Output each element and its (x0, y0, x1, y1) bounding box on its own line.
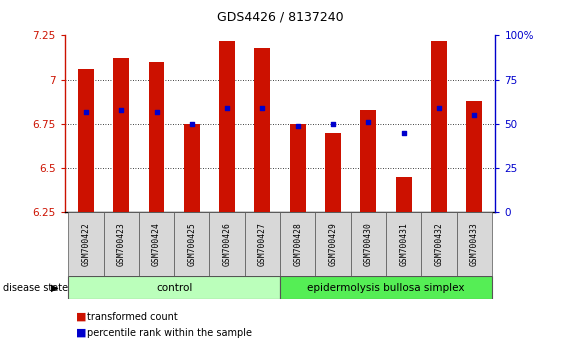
Bar (174, 212, 209, 276)
Bar (386, 212, 421, 276)
Point (329, 121, 338, 127)
Text: ■: ■ (76, 312, 87, 322)
Bar (184, 124, 200, 212)
Bar (421, 212, 457, 276)
Bar (457, 212, 492, 276)
Text: GSM700424: GSM700424 (152, 222, 161, 266)
Text: disease state: disease state (3, 282, 68, 293)
Text: GSM700422: GSM700422 (82, 222, 91, 266)
Point (152, 109, 161, 114)
Bar (78, 69, 94, 212)
Bar (254, 48, 270, 212)
Bar (431, 41, 447, 212)
Text: GSM700428: GSM700428 (293, 222, 302, 266)
Point (82, 109, 91, 114)
Bar (68, 276, 280, 299)
Bar (360, 110, 376, 212)
Point (399, 130, 408, 136)
Bar (315, 212, 351, 276)
Text: control: control (156, 282, 193, 293)
Bar (325, 133, 341, 212)
Text: transformed count: transformed count (87, 312, 178, 322)
Bar (68, 212, 104, 276)
Text: GSM700431: GSM700431 (399, 222, 408, 266)
Bar (280, 276, 492, 299)
Text: epidermolysis bullosa simplex: epidermolysis bullosa simplex (307, 282, 464, 293)
Point (258, 105, 267, 111)
Bar (396, 177, 412, 212)
Bar (280, 212, 315, 276)
Point (117, 107, 126, 113)
Bar (245, 212, 280, 276)
Text: ■: ■ (76, 328, 87, 338)
Point (364, 119, 373, 125)
Text: GSM700425: GSM700425 (187, 222, 196, 266)
Point (222, 105, 231, 111)
Text: GSM700433: GSM700433 (470, 222, 479, 266)
Text: GSM700432: GSM700432 (435, 222, 444, 266)
Bar (104, 212, 139, 276)
Bar (351, 212, 386, 276)
Point (187, 121, 196, 127)
Bar (209, 212, 245, 276)
Bar (219, 41, 235, 212)
Text: GSM700430: GSM700430 (364, 222, 373, 266)
Point (470, 112, 479, 118)
Bar (139, 212, 174, 276)
Text: GSM700427: GSM700427 (258, 222, 267, 266)
Bar (149, 62, 164, 212)
Bar (466, 101, 482, 212)
Text: percentile rank within the sample: percentile rank within the sample (87, 328, 252, 338)
Bar (113, 58, 129, 212)
Text: GSM700423: GSM700423 (117, 222, 126, 266)
Bar (290, 124, 306, 212)
Text: GSM700429: GSM700429 (329, 222, 338, 266)
Point (435, 105, 444, 111)
Text: GSM700426: GSM700426 (222, 222, 231, 266)
Text: GDS4426 / 8137240: GDS4426 / 8137240 (217, 11, 343, 24)
Point (293, 123, 302, 129)
Text: ▶: ▶ (51, 282, 59, 293)
